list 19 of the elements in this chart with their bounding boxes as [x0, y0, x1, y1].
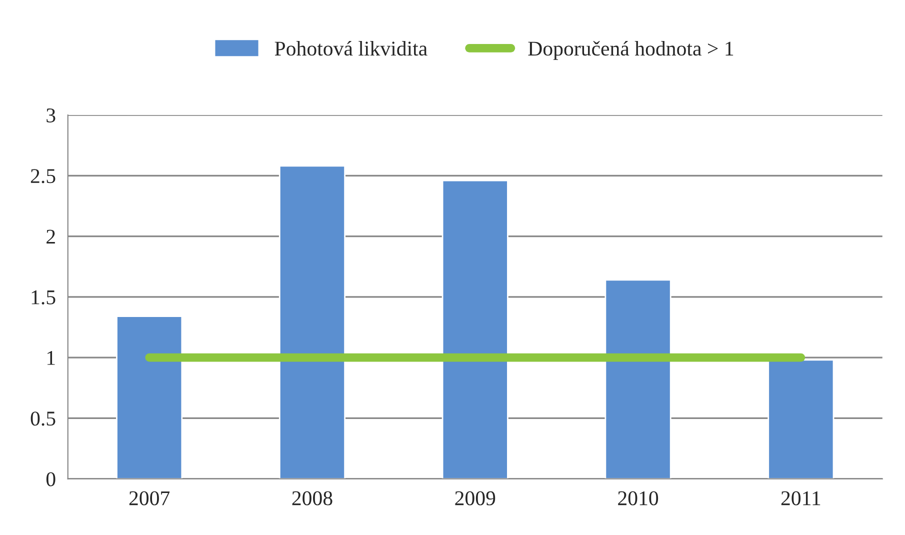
y-tick-label: 1 [47, 351, 55, 365]
bar [116, 316, 183, 479]
y-tick-label: 0.5 [30, 412, 56, 426]
y-tick-label: 1.5 [32, 290, 56, 304]
y-tick-label: 2.5 [30, 169, 56, 184]
x-tick-label: 2008 [292, 491, 332, 506]
legend-label: Doporučená hodnota > 1 [528, 40, 734, 60]
bar [604, 279, 672, 479]
x-tick-label: 2011 [781, 491, 820, 506]
legend-label: Pohotová likvidita [274, 40, 428, 56]
bar [442, 180, 508, 479]
x-tick-label: 2007 [129, 491, 170, 506]
y-tick-label: 3 [46, 108, 56, 122]
bar [278, 165, 346, 479]
x-tick-label: 2009 [455, 491, 496, 506]
y-tick-label: 2 [46, 230, 55, 244]
bar [768, 359, 834, 479]
x-tick-label: 2010 [618, 491, 658, 506]
y-tick-label: 0 [46, 472, 56, 486]
